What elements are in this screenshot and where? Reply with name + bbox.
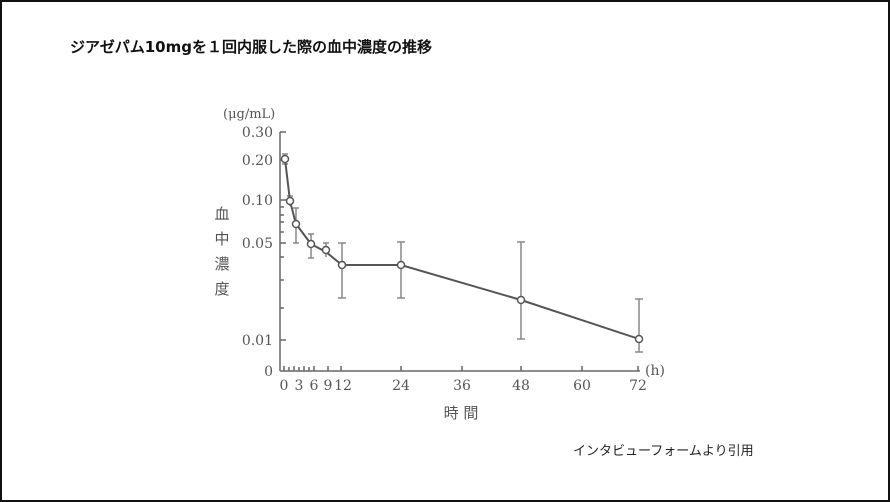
source-citation: インタビューフォームより引用: [573, 444, 754, 459]
concentration-line: [284, 158, 640, 340]
svg-text:72: 72: [629, 378, 647, 394]
data-markers: [280, 154, 644, 344]
svg-text:濃: 濃: [214, 255, 229, 273]
svg-text:0.30: 0.30: [242, 125, 273, 141]
x-unit-label: (h): [645, 363, 665, 379]
data-point: [291, 219, 301, 229]
svg-text:0.01: 0.01: [242, 333, 273, 349]
svg-text:中: 中: [214, 230, 229, 248]
slide-title: ジアゼパム10mgを１回内服した際の血中濃度の推移: [70, 38, 432, 56]
data-point: [306, 239, 316, 249]
data-point: [321, 245, 331, 255]
data-point: [285, 196, 295, 206]
svg-text:0.20: 0.20: [242, 153, 273, 169]
y-axis-title: 血 中 濃 度: [214, 205, 229, 298]
svg-text:3: 3: [295, 378, 304, 394]
y-tick-labels: 0.30 0.20 0.10 0.05 0.01 0: [242, 125, 273, 380]
svg-text:60: 60: [573, 378, 591, 394]
svg-text:0.10: 0.10: [242, 193, 273, 209]
svg-text:度: 度: [214, 280, 229, 298]
svg-text:0: 0: [280, 378, 289, 394]
data-point: [396, 260, 406, 270]
x-axis-title: 時 間: [444, 404, 479, 422]
svg-text:48: 48: [512, 378, 530, 394]
svg-text:12: 12: [334, 378, 352, 394]
svg-text:0: 0: [264, 364, 273, 380]
data-point: [516, 295, 526, 305]
svg-text:36: 36: [453, 378, 471, 394]
svg-text:24: 24: [392, 378, 410, 394]
axes: [279, 131, 640, 372]
x-tick-labels: 0 3 6 9 12 24 36 48 60 72: [280, 378, 647, 394]
data-point: [337, 260, 347, 270]
data-point: [634, 334, 644, 344]
svg-text:9: 9: [324, 378, 333, 394]
y-unit-label: (μg/mL): [223, 107, 275, 122]
svg-text:6: 6: [310, 378, 319, 394]
svg-text:0.05: 0.05: [242, 236, 273, 252]
data-point: [280, 154, 290, 164]
svg-text:血: 血: [214, 205, 229, 223]
